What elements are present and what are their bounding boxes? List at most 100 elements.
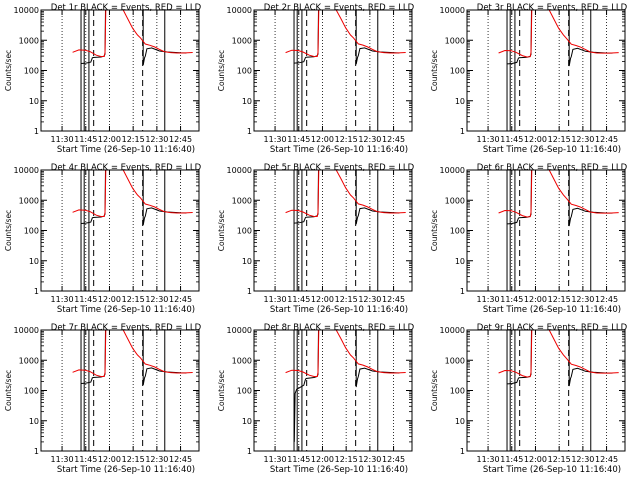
x-tick-label: 11:30 [51,295,74,304]
chart-title: Det 5r BLACK = Events, RED = LLD [264,163,415,173]
x-tick-label: 11:30 [477,295,500,304]
chart-title: Det 1r BLACK = Events, RED = LLD [51,3,202,13]
x-tick-label: 12:45 [382,135,405,144]
x-tick-label: 11:45 [74,455,97,464]
y-tick-label: 10 [455,417,465,426]
x-tick-label: 12:30 [571,455,594,464]
y-axis-label: Counts/sec [430,50,439,91]
chart-panel-4: 1 10 100 1000 10000 11:30 11:45 12:00 12:15 12:30… [4,163,202,315]
chart-panel-9: 1 10 100 1000 10000 11:30 11:45 12:00 12:15 12:30… [430,323,628,475]
series-lld-line [285,10,406,57]
y-tick-label: 100 [24,387,39,396]
series-events-line [81,170,187,226]
x-tick-label: 11:30 [477,455,500,464]
plot-frame [253,169,413,292]
series-lld-line [498,330,619,378]
x-axis-label: Start Time (26-Sep-10 11:16:40) [483,305,621,315]
x-tick-label: 11:30 [264,455,287,464]
series-lld-line [72,170,193,217]
x-tick-label: 12:15 [122,455,145,464]
x-tick-label: 12:00 [98,135,121,144]
y-tick-label: 10000 [14,166,39,175]
y-tick-label: 10000 [14,326,39,335]
x-tick-label: 11:45 [500,455,523,464]
chart-title: Det 3r BLACK = Events, RED = LLD [477,3,628,13]
x-tick-label: 12:30 [358,295,381,304]
x-tick-label: 11:30 [264,295,287,304]
y-tick-label: 1000 [232,36,252,45]
y-tick-label: 1 [34,447,39,456]
x-tick-label: 12:00 [311,135,334,144]
x-tick-label: 12:45 [595,135,618,144]
y-tick-label: 10000 [440,326,465,335]
x-tick-label: 12:30 [145,455,168,464]
x-tick-label: 12:30 [358,455,381,464]
series-lld-line [498,10,619,58]
y-tick-label: 1000 [445,36,465,45]
chart-title: Det 4r BLACK = Events, RED = LLD [51,163,202,173]
series-lld-line [285,170,406,217]
series-events-line [507,330,613,387]
series-events-line [507,170,613,227]
x-tick-label: 12:45 [595,295,618,304]
chart-panel-2: 1 10 100 1000 10000 11:30 11:45 12:00 12:15 12:30… [217,3,415,155]
x-tick-label: 11:45 [287,295,310,304]
x-tick-label: 12:00 [524,455,547,464]
y-tick-label: 10000 [440,166,465,175]
y-tick-label: 100 [450,227,465,236]
chart-title: Det 8r BLACK = Events, RED = LLD [264,323,415,333]
x-tick-label: 11:30 [51,455,74,464]
y-axis-label: Counts/sec [217,50,226,91]
series-lld-line [72,10,193,57]
x-tick-label: 12:30 [358,135,381,144]
x-tick-label: 12:15 [122,295,145,304]
y-tick-label: 100 [237,67,252,76]
x-axis-label: Start Time (26-Sep-10 11:16:40) [270,145,408,155]
plot-frame [253,329,413,452]
y-tick-label: 1000 [232,356,252,365]
y-tick-label: 1 [460,447,465,456]
plot-frame [253,9,413,132]
x-tick-label: 12:00 [524,295,547,304]
x-tick-label: 12:45 [169,135,192,144]
plot-frame [466,169,626,292]
x-axis-label: Start Time (26-Sep-10 11:16:40) [270,305,408,315]
x-axis-label: Start Time (26-Sep-10 11:16:40) [57,145,195,155]
y-tick-label: 10000 [227,6,252,15]
x-tick-label: 12:00 [98,295,121,304]
x-tick-label: 11:45 [287,455,310,464]
x-tick-label: 12:30 [145,135,168,144]
chart-panel-7: 1 10 100 1000 10000 11:30 11:45 12:00 12:15 12:30… [4,323,202,475]
x-tick-label: 12:45 [169,455,192,464]
chart-panel-1: 1 10 100 1000 10000 11:30 11:45 12:00 12:15 12:30… [4,3,202,155]
series-events-line [294,170,400,225]
y-tick-label: 1000 [232,196,252,205]
y-tick-label: 10 [29,257,39,266]
x-tick-label: 12:00 [98,455,121,464]
y-tick-label: 100 [237,227,252,236]
plot-frame [40,9,200,132]
y-tick-label: 100 [450,387,465,396]
series-events-line [293,330,400,442]
y-tick-label: 1000 [19,196,39,205]
y-tick-label: 100 [24,67,39,76]
y-axis-label: Counts/sec [430,210,439,251]
y-axis-label: Counts/sec [217,370,226,411]
x-axis-label: Start Time (26-Sep-10 11:16:40) [57,465,195,475]
x-tick-label: 12:15 [548,135,571,144]
x-tick-label: 12:00 [524,135,547,144]
x-axis-label: Start Time (26-Sep-10 11:16:40) [483,145,621,155]
x-tick-label: 11:45 [500,135,523,144]
plot-frame [40,329,200,452]
x-tick-label: 12:45 [382,455,405,464]
x-tick-label: 12:00 [311,295,334,304]
y-axis-label: Counts/sec [4,50,13,91]
y-tick-label: 1000 [445,196,465,205]
chart-panel-5: 1 10 100 1000 10000 11:30 11:45 12:00 12:15 12:30… [217,163,415,315]
x-tick-label: 12:15 [548,295,571,304]
series-events-line [294,10,400,65]
x-axis-label: Start Time (26-Sep-10 11:16:40) [270,465,408,475]
x-tick-label: 12:30 [145,295,168,304]
y-tick-label: 1000 [19,36,39,45]
